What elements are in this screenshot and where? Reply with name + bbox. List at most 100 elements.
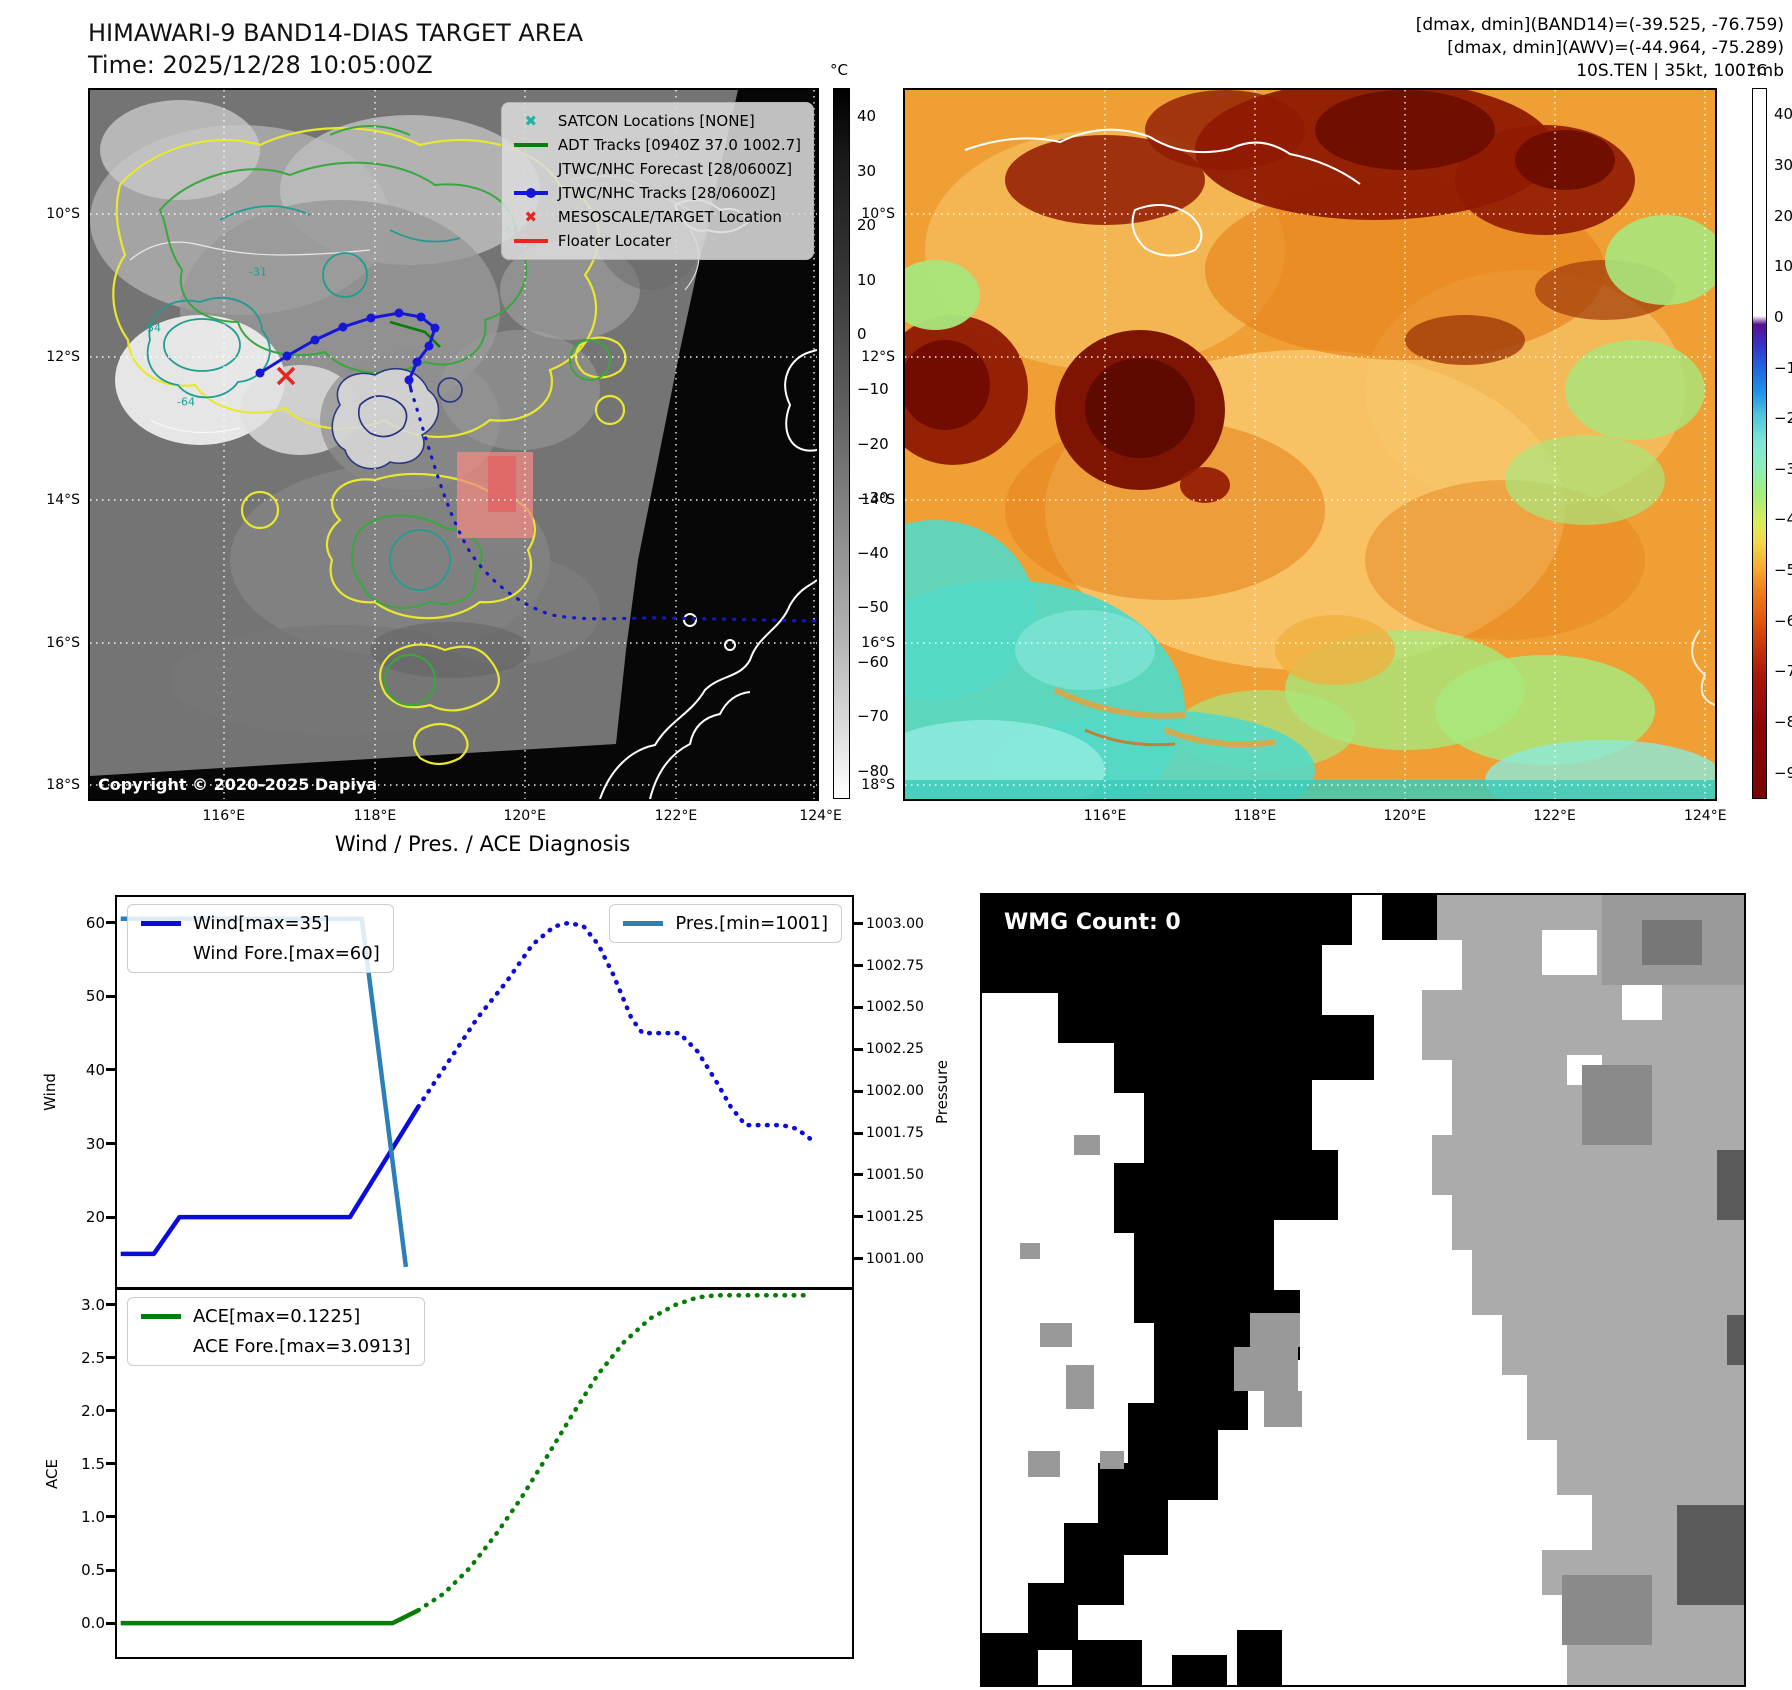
chart-legend: Wind[max=35] Wind Fore.[max=60] [127,904,394,973]
ace-axis-title: ACE [42,1458,61,1489]
y2-tick-mark [854,1089,863,1093]
lon-tick-label: 116°E [202,808,246,824]
lat-tick-label: 18°S [46,776,80,793]
y-tick-label: 0.5 [81,1561,105,1580]
lon-tick-label: 124°E [1683,808,1727,824]
dmax-dmin-band14: [dmax, dmin](BAND14)=(-39.525, -76.759) [1415,15,1784,35]
lon-tick-label: 120°E [1383,808,1427,824]
map-legend-entry: JTWC/NHC Tracks [28/0600Z] [513,184,801,202]
lon-tick-label: 118°E [1233,808,1277,824]
map-legend-label: ADT Tracks [0940Z 37.0 1002.7] [557,136,801,154]
solid-line-icon [141,921,181,926]
series-line-dotted [416,920,814,1143]
colorbar-tick-label: −50 [1774,561,1792,580]
awv-map-image [905,90,1715,799]
y2-tick-label: 1002.75 [866,957,924,974]
forecast-track [409,388,817,623]
contour-value-label: -31 [249,265,267,279]
pressure-axis-title: Pressure [932,1059,951,1125]
y2-tick-label: 1001.25 [866,1208,924,1225]
lat-tick-label: 14°S [46,491,80,508]
series-line-solid [120,1105,421,1257]
colorbar-tick-label: −60 [857,652,889,671]
y-tick-label: 2.0 [81,1401,105,1420]
y2-tick-label: 1001.50 [866,1166,924,1183]
y2-tick-mark [854,1131,863,1135]
y-tick-label: 0.0 [81,1614,105,1633]
lon-tick-label: 124°E [799,808,842,824]
y-tick-mark [106,1068,115,1072]
ace-plot [120,1293,814,1626]
colorbar-tick-label: −20 [1774,409,1792,428]
legend-entry: ACE Fore.[max=3.0913] [141,1336,411,1357]
y-tick-mark [106,1568,115,1572]
map-legend-label: JTWC/NHC Forecast [28/0600Z] [557,160,793,178]
series-line-dotted [416,1293,814,1613]
colorbar-tick-label: −60 [1774,611,1792,630]
solid-line-icon [623,921,664,926]
awv-satellite-map: 10°S 12°S 14°S 16°S 18°S 116°E 118°E 120°E 122°E… [861,88,1727,824]
contours-navy [331,367,463,470]
lat-tick-label: 18°S [861,776,895,793]
y2-tick-mark [854,1173,863,1177]
gridlines [90,90,817,799]
lon-tick-label: 118°E [353,808,397,824]
y-tick-label: 40 [85,1060,105,1079]
map-legend-label: Floater Locater [557,232,672,250]
colorbar-tick-label: −70 [857,707,889,726]
colorbar-tick-label: −20 [857,434,889,453]
y-tick-mark [106,1356,115,1360]
jtwc-track [255,308,440,391]
y2-tick-label: 1002.00 [866,1083,924,1100]
colorbar-tick-label: 20 [857,216,877,235]
y-tick-label: 1.5 [81,1454,105,1473]
y2-tick-label: 1002.50 [866,999,924,1016]
target-x-icon [276,366,296,386]
colorbar-tick-label: 30 [857,161,877,180]
mesoscale-target-area [457,452,533,538]
x-marker-icon: ✖ [524,207,538,226]
colorbar-tick-label: −30 [857,489,889,508]
x-marker-icon: ✖ [524,111,538,130]
chart-legend: Pres.[min=1001] [609,904,842,943]
line-dot-marker-icon [513,185,548,201]
contour-value-label: -54 [143,321,161,335]
contours-yellow [112,127,627,766]
colorbar-tick-label: −90 [1774,763,1792,782]
y-tick-mark [106,1409,115,1413]
lat-tick-label: 12°S [861,349,895,366]
y2-tick-label: 1001.00 [866,1250,924,1267]
map-legend-label: SATCON Locations [NONE] [557,112,755,130]
legend-entry: Wind[max=35] [141,913,380,934]
colorbar-tick-label: 40 [857,107,877,126]
colorbar-tick-label: −30 [1774,459,1792,478]
lat-tick-label: 12°S [46,349,80,366]
contours-green [158,125,611,706]
band14-satellite-map: ✖ SATCON Locations [NONE] ADT Tracks [0940… [46,88,842,824]
map-legend-entry: JTWC/NHC Forecast [28/0600Z] [514,160,801,178]
y-tick-label: 1.0 [81,1507,105,1526]
band14-colorbar-gradient [834,89,849,798]
colorbar-tick-label: −80 [857,761,889,780]
band14-colorbar: °C 40 30 20 10 0 −10 −20 −30 −40 −50 −60 −70 −80 [830,61,889,799]
colorbar-tick-label: 10 [857,270,877,289]
dotted-marker-icon [514,161,548,177]
legend-label: Wind Fore.[max=60] [193,943,380,964]
legend-label: Wind[max=35] [193,913,330,934]
y-tick-mark [106,1462,115,1466]
legend-entry: ACE[max=0.1225] [141,1306,411,1327]
legend-entry: Wind Fore.[max=60] [141,943,380,964]
lon-tick-label: 122°E [654,808,698,824]
page-timestamp: Time: 2025/12/28 10:05:00Z [88,50,433,79]
awv-colorbar-gradient [1753,89,1766,798]
colorbar-tick-label: −40 [1774,510,1792,529]
colorbar-tick-label: 0 [857,325,867,344]
legend-label: ACE Fore.[max=3.0913] [193,1336,411,1357]
y-tick-label: 60 [85,913,105,932]
lon-tick-label: 122°E [1533,808,1576,824]
colorbar-tick-label: −10 [857,379,889,398]
y2-tick-label: 1003.00 [866,915,924,932]
lat-tick-label: 10°S [46,206,80,223]
colorbar-tick-label: −50 [857,598,889,617]
lat-tick-label: 16°S [46,635,80,652]
